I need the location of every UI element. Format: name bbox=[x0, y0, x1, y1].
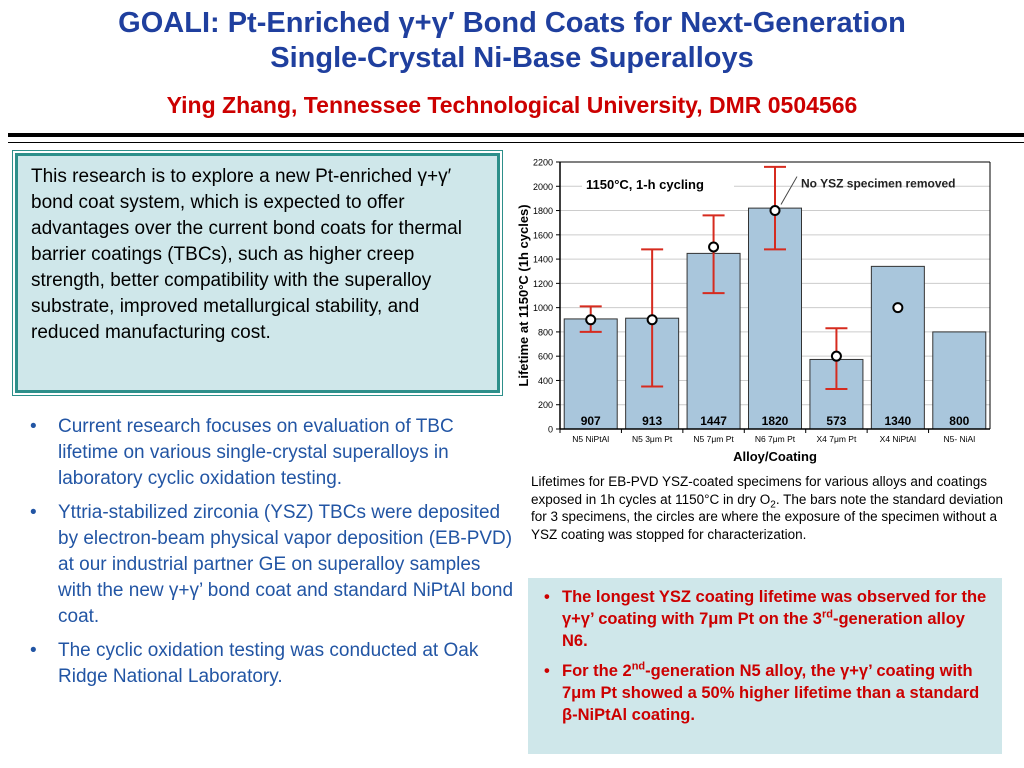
y-tick-label: 400 bbox=[538, 376, 553, 386]
stop-marker-circle bbox=[708, 241, 720, 253]
y-tick-label: 1400 bbox=[533, 255, 553, 265]
title-line-1: GOALI: Pt-Enriched γ+γ′ Bond Coats for N… bbox=[118, 7, 906, 39]
x-tick-label: N5 3μm Pt bbox=[632, 434, 673, 444]
bar-value-label: 1820 bbox=[762, 414, 789, 428]
bar-value-label: 913 bbox=[642, 414, 662, 428]
y-tick-label: 1200 bbox=[533, 279, 553, 289]
lifetime-chart: 907 913 1447 1820 573 1340 800 1150°C, 1-h cyc… bbox=[512, 150, 1024, 475]
intro-text: This research is to explore a new Pt-enr… bbox=[31, 166, 462, 343]
bar bbox=[748, 207, 802, 430]
x-tick-label: N5 7μm Pt bbox=[693, 434, 734, 444]
y-tick-label: 1800 bbox=[533, 206, 553, 216]
x-axis-title: Alloy/Coating bbox=[733, 449, 817, 464]
header-divider-thick bbox=[8, 133, 1024, 137]
y-tick-label: 1000 bbox=[533, 303, 553, 313]
y-axis-title: Lifetime at 1150°C (1h cycles) bbox=[516, 204, 531, 386]
author-subtitle: Ying Zhang, Tennessee Technological Univ… bbox=[166, 92, 858, 118]
stop-marker-circle bbox=[646, 314, 658, 326]
findings-box: The longest YSZ coating lifetime was obs… bbox=[528, 578, 1002, 754]
x-tick-label: N6 7μm Pt bbox=[755, 434, 796, 444]
intro-box: This research is to explore a new Pt-enr… bbox=[12, 150, 503, 396]
x-tick-label: N5- NiAl bbox=[943, 434, 975, 444]
title-line-2: Single-Crystal Ni-Base Superalloys bbox=[270, 42, 754, 74]
y-tick-label: 1600 bbox=[533, 230, 553, 240]
caption-text-1: Lifetimes for EB-PVD YSZ-coated specimen… bbox=[531, 474, 987, 507]
bullet-item: Yttria-stabilized zirconia (YSZ) TBCs we… bbox=[28, 500, 514, 630]
y-tick-label: 2200 bbox=[533, 158, 553, 168]
condition-label: 1150°C, 1-h cycling bbox=[586, 177, 704, 192]
y-tick-label: 0 bbox=[548, 425, 553, 435]
y-tick-label: 600 bbox=[538, 352, 553, 362]
stop-marker-circle bbox=[769, 205, 781, 217]
finding-item: For the 2nd-generation N5 alloy, the γ+γ… bbox=[536, 660, 994, 726]
chart-svg: 907 913 1447 1820 573 1340 800 1150°C, 1-h cyc… bbox=[516, 158, 991, 464]
bar-value-label: 1340 bbox=[885, 414, 912, 428]
finding-1-text-a: The longest YSZ coating lifetime was obs… bbox=[562, 588, 987, 628]
chart-circles bbox=[585, 205, 904, 362]
y-tick-label: 200 bbox=[538, 400, 553, 410]
caption-text-2: . The bars note the standard deviation f… bbox=[531, 491, 1003, 542]
chart-axes: 0 200 400 600 800 1000 1200 1400 1600 1800 2000 220… bbox=[516, 158, 991, 464]
chart-bars: 907 913 1447 1820 573 1340 800 bbox=[563, 207, 987, 430]
x-tick-label: X4 7μm Pt bbox=[816, 434, 856, 444]
bar bbox=[870, 265, 925, 430]
stop-marker-circle bbox=[892, 302, 904, 314]
finding-2-sup: nd bbox=[631, 660, 646, 673]
bar-value-label: 907 bbox=[581, 414, 601, 428]
finding-2-text-a: For the 2 bbox=[562, 662, 632, 680]
bar bbox=[563, 318, 618, 430]
stop-marker-circle bbox=[585, 314, 597, 326]
y-tick-label: 2000 bbox=[533, 182, 553, 192]
finding-1-text-b: -generation alloy N6. bbox=[562, 610, 965, 650]
chart-caption: Lifetimes for EB-PVD YSZ-coated specimen… bbox=[531, 473, 1021, 543]
header-divider-thin bbox=[8, 142, 1024, 143]
annotation-note: No YSZ specimen removed bbox=[801, 176, 956, 190]
caption-subscript: 2 bbox=[770, 499, 776, 511]
stop-marker-circle bbox=[830, 350, 842, 362]
bar-value-label: 573 bbox=[826, 414, 846, 428]
chart-annotations: 1150°C, 1-h cycling No YSZ specimen remov… bbox=[582, 174, 956, 205]
annotation-leader-line bbox=[780, 176, 798, 205]
finding-1-sup: rd bbox=[821, 608, 833, 621]
x-tick-label: N5 NiPtAl bbox=[572, 434, 609, 444]
finding-2-text-b: -generation N5 alloy, the γ+γ’ coating w… bbox=[562, 662, 980, 724]
bar-value-label: 800 bbox=[949, 414, 969, 428]
research-bullets: Current research focuses on evaluation o… bbox=[28, 414, 514, 698]
x-tick-label: X4 NiPtAl bbox=[880, 434, 916, 444]
bullet-item: The cyclic oxidation testing was conduct… bbox=[28, 638, 514, 690]
bullet-item: Current research focuses on evaluation o… bbox=[28, 414, 514, 492]
finding-item: The longest YSZ coating lifetime was obs… bbox=[536, 586, 994, 652]
condition-label-bg bbox=[582, 174, 734, 194]
bar bbox=[932, 331, 987, 430]
bar-value-label: 1447 bbox=[700, 414, 727, 428]
page-title: GOALI: Pt-Enriched γ+γ′ Bond Coats for N… bbox=[0, 6, 1024, 76]
y-tick-label: 800 bbox=[538, 327, 553, 337]
